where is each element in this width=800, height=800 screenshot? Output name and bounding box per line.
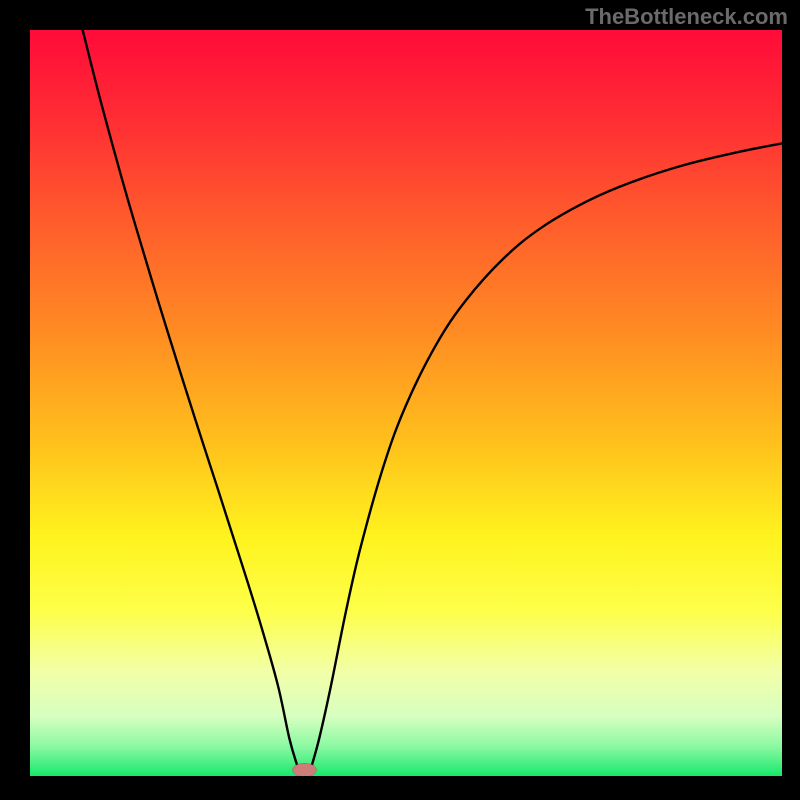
- chart-container: TheBottleneck.com: [0, 0, 800, 800]
- bottleneck-marker: [292, 763, 316, 776]
- chart-svg: [30, 30, 782, 776]
- plot-area: [30, 30, 782, 776]
- watermark-text: TheBottleneck.com: [585, 4, 788, 30]
